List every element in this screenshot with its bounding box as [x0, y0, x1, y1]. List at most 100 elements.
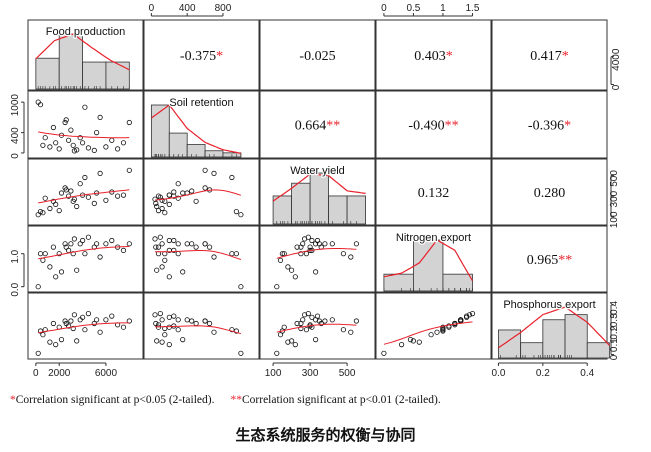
tick-label: 0.0 — [10, 282, 21, 296]
hist-bar — [82, 61, 107, 90]
panel-frame — [375, 90, 492, 159]
scatter-point — [63, 244, 69, 250]
scatter-point — [193, 320, 199, 327]
scatter-point — [166, 247, 172, 253]
axis-phosphorus-export-right: 0 0.10.20.30.4 — [609, 301, 620, 361]
tick-label: 2000 — [48, 368, 71, 379]
tick-label: 0.4 — [609, 301, 620, 315]
scatter-point — [70, 142, 76, 148]
scatter-point — [340, 327, 346, 333]
scatter-point — [309, 237, 315, 244]
scatter-point — [175, 317, 181, 323]
significance-star: ** — [326, 119, 340, 134]
scatter-point — [285, 264, 291, 270]
panel-frame — [27, 90, 144, 159]
scatter-point — [274, 350, 280, 356]
hist-bar — [413, 239, 444, 292]
hist-bar — [168, 132, 188, 158]
tick-label: 1.0 — [10, 249, 21, 263]
scatter-point — [193, 198, 199, 204]
note-star-double: ** — [230, 394, 242, 406]
panel-food-production-nitrogen-export: 0.403* — [375, 19, 492, 91]
hist-bar — [542, 319, 566, 359]
corr-value: -0.396* — [528, 119, 571, 134]
scatter-point — [298, 325, 304, 332]
density-curve — [272, 173, 366, 202]
significance-star: * — [446, 49, 453, 64]
scatter-point — [66, 193, 72, 199]
scatter-point — [303, 251, 309, 257]
scatter-point — [155, 193, 162, 199]
tick-label: 500 — [339, 368, 356, 379]
smooth-line — [38, 131, 130, 139]
scatter-point — [171, 237, 177, 244]
panel-water-yield-water-yield: Water yield — [259, 158, 376, 226]
scatter-point — [77, 181, 83, 187]
scatter-point — [300, 241, 306, 247]
corr-coefficient: -0.490 — [408, 119, 444, 134]
scatter-point — [74, 203, 80, 210]
scatter-point — [166, 274, 172, 280]
scatter-point — [166, 341, 172, 348]
scatter-point — [189, 318, 195, 324]
scatter-point — [407, 336, 414, 343]
scatter-point — [68, 188, 74, 194]
label-phosphorus-export: Phosphorus export — [503, 299, 595, 311]
scatter-point — [303, 327, 309, 333]
density-curve — [383, 239, 474, 282]
panel-phosphorus-export-nitrogen-export — [375, 292, 492, 360]
scatter-point — [233, 251, 239, 257]
tick-label: 4000 — [611, 48, 622, 71]
corr-coefficient: -0.375 — [180, 49, 216, 64]
panel-water-yield-nitrogen-export: 0.132 — [375, 158, 492, 226]
scatter-point — [157, 234, 163, 240]
scatter-point — [94, 317, 100, 323]
panel-frame — [27, 225, 144, 293]
scatter-point — [175, 181, 181, 187]
tick-label: 100 — [265, 368, 282, 379]
corr-coefficient: 0.280 — [534, 186, 566, 201]
corr-coefficient: 0.417 — [530, 49, 562, 64]
scatter-point — [58, 336, 65, 343]
scatter-point — [312, 269, 319, 275]
corr-coefficient: 0.132 — [418, 186, 450, 201]
tick-label: 0 — [381, 3, 387, 14]
scatter-point — [312, 336, 319, 343]
scatter-point — [180, 190, 186, 196]
scatter-point — [40, 257, 46, 263]
label-food-production: Food production — [46, 26, 126, 38]
scatter-point — [159, 197, 165, 203]
axis-soil-retention-left: 0 400 1000 — [10, 94, 25, 159]
scatter-point — [80, 237, 86, 244]
corr-value: -0.025 — [299, 49, 335, 64]
smooth-line — [38, 189, 130, 204]
scatter-point — [440, 327, 446, 333]
panel-nitrogen-export-food-production — [27, 225, 144, 293]
scatter-point — [175, 241, 181, 247]
scatter-point — [62, 241, 68, 247]
hist-bar — [105, 61, 130, 90]
tick-label: 0.0 — [491, 368, 505, 379]
tick-label: 0 — [149, 3, 155, 14]
scatter-point — [281, 324, 287, 330]
tick-label: 1 — [440, 3, 446, 14]
significance-star: * — [216, 49, 223, 64]
scatter-point — [322, 318, 328, 324]
scatter-point — [322, 241, 328, 247]
scatter-point — [193, 244, 199, 250]
scatter-point — [171, 313, 177, 319]
scatter-point — [37, 251, 44, 257]
panel-frame — [27, 19, 144, 91]
scatter-point — [66, 137, 72, 143]
tick-label: 0.2 — [609, 325, 620, 339]
scatter-point — [120, 324, 127, 330]
scatter-point — [329, 317, 335, 323]
scatter-point — [180, 336, 186, 343]
scatter-point — [68, 127, 74, 133]
scatter-point — [154, 338, 160, 344]
scatter-point — [53, 140, 59, 146]
density-curve — [498, 306, 610, 349]
scatter-point — [162, 198, 168, 204]
corr-value: 0.664** — [295, 119, 341, 134]
axis-phosphorus-export-bottom: 0.0 0.2 0.4 — [491, 362, 595, 379]
